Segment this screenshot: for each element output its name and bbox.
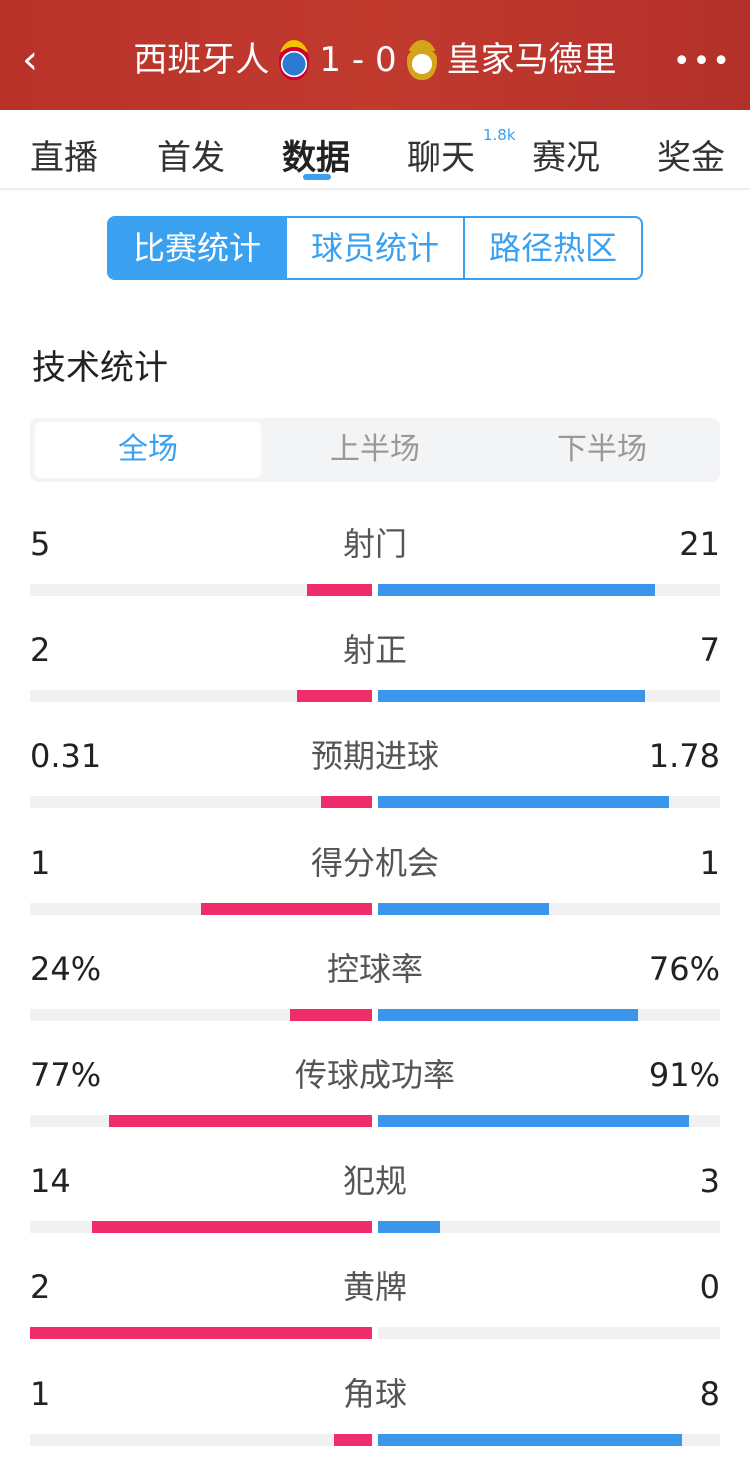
away-value: 76% [648,949,720,988]
match-header: ‹ 西班牙人 1 - 0 皇家马德里 ••• [0,0,750,110]
home-value: 0.31 [30,737,102,776]
stat-row: 14 犯规 3 [0,1161,750,1267]
stat-label: 传球成功率 [294,1056,455,1094]
home-bar-track [30,1327,372,1340]
segment-heatmap[interactable]: 路径热区 [463,218,641,278]
stat-row: 2 黄牌 0 [0,1267,750,1373]
tab-bonus[interactable]: 奖金 [657,138,725,178]
home-bar-track [30,690,372,703]
away-bar-track [378,690,720,703]
score: 1 - 0 [319,40,397,80]
away-bar-track [378,1221,720,1234]
away-team-name: 皇家马德里 [446,40,617,80]
home-bar-track [30,1221,372,1234]
section-title: 技术统计 [32,348,168,388]
stat-label: 控球率 [326,949,423,988]
period-second-half[interactable]: 下半场 [557,432,647,467]
home-bar-track [30,1433,372,1446]
away-bar [378,902,549,915]
home-bar [320,796,372,809]
away-value: 3 [699,1162,720,1201]
away-bar [378,1221,440,1234]
tab-data[interactable]: 数据 [282,138,350,178]
away-value: 8 [699,1374,720,1413]
tab-chat[interactable]: 聊天 [407,138,475,178]
away-bar-track [378,1327,720,1340]
chat-count-badge: 1.8k [483,126,516,144]
tab-events[interactable]: 赛况 [532,138,600,178]
away-bar [378,796,669,809]
period-selector: 全场 上半场 下半场 [30,418,720,482]
away-bar [378,1008,638,1021]
home-bar-track [30,796,372,809]
away-bar-track [378,1115,720,1127]
home-bar [30,1327,372,1340]
stat-row: 24% 控球率 76% [0,949,750,1055]
home-value: 1 [30,843,51,882]
stat-label: 角球 [342,1374,407,1413]
home-value: 77% [30,1056,102,1094]
stat-row: 2 射正 7 [0,630,750,736]
away-bar [378,1115,690,1127]
home-bar [108,1115,372,1127]
away-bar-track [378,1008,720,1021]
home-bar [307,584,372,596]
stat-row: 0.31 预期进球 1.78 [0,736,750,842]
away-bar-track [378,584,720,596]
stat-label: 射正 [342,631,407,670]
segment-player-stats[interactable]: 球员统计 [285,218,463,278]
home-value: 2 [30,1268,51,1307]
main-tabs: 直播 首发 数据 聊天 赛况 奖金 [0,110,750,190]
away-value: 91% [648,1056,720,1094]
away-value: 0 [699,1268,720,1307]
away-bar [378,584,656,596]
away-value: 1 [699,843,720,882]
stat-label: 预期进球 [310,737,439,776]
espanyol-crest-icon [279,40,310,80]
stat-label: 黄牌 [342,1268,407,1307]
back-icon[interactable]: ‹ [22,37,38,83]
away-bar [378,690,645,703]
stat-row: 5 射门 21 [0,524,750,630]
home-bar [334,1433,372,1446]
segment-match-stats[interactable]: 比赛统计 [109,218,285,278]
active-tab-indicator [303,174,331,180]
home-bar [296,690,372,703]
away-value: 1.78 [648,737,720,776]
home-bar-track [30,902,372,915]
away-bar-track [378,796,720,809]
away-bar-track [378,902,720,915]
stat-row: 1 角球 8 [0,1374,750,1480]
home-bar [91,1221,372,1234]
stats-segmented-control: 比赛统计 球员统计 路径热区 [107,216,643,280]
away-value: 21 [679,525,720,563]
home-value: 24% [30,949,102,988]
home-bar-track [30,584,372,596]
away-bar-track [378,1433,720,1446]
away-bar [378,1433,683,1446]
home-bar-track [30,1115,372,1127]
home-value: 14 [30,1162,71,1201]
home-value: 5 [30,525,51,563]
home-value: 1 [30,1374,51,1413]
home-team-name: 西班牙人 [133,40,270,80]
away-value: 7 [699,631,720,670]
period-first-half[interactable]: 上半场 [330,432,420,467]
match-title: 西班牙人 1 - 0 皇家马德里 [0,38,750,82]
stat-row: 1 得分机会 1 [0,843,750,949]
stat-label: 犯规 [342,1162,407,1201]
period-full[interactable]: 全场 [35,422,261,478]
home-bar-track [30,1008,372,1021]
home-bar [201,902,372,915]
stat-label: 射门 [342,525,407,563]
more-icon[interactable]: ••• [672,44,732,79]
home-bar [289,1008,372,1021]
stat-row: 77% 传球成功率 91% [0,1055,750,1161]
tab-lineup[interactable]: 首发 [157,138,225,178]
real-madrid-crest-icon [406,40,437,80]
stat-label: 得分机会 [310,843,439,882]
tab-live[interactable]: 直播 [30,138,98,178]
home-value: 2 [30,631,51,670]
